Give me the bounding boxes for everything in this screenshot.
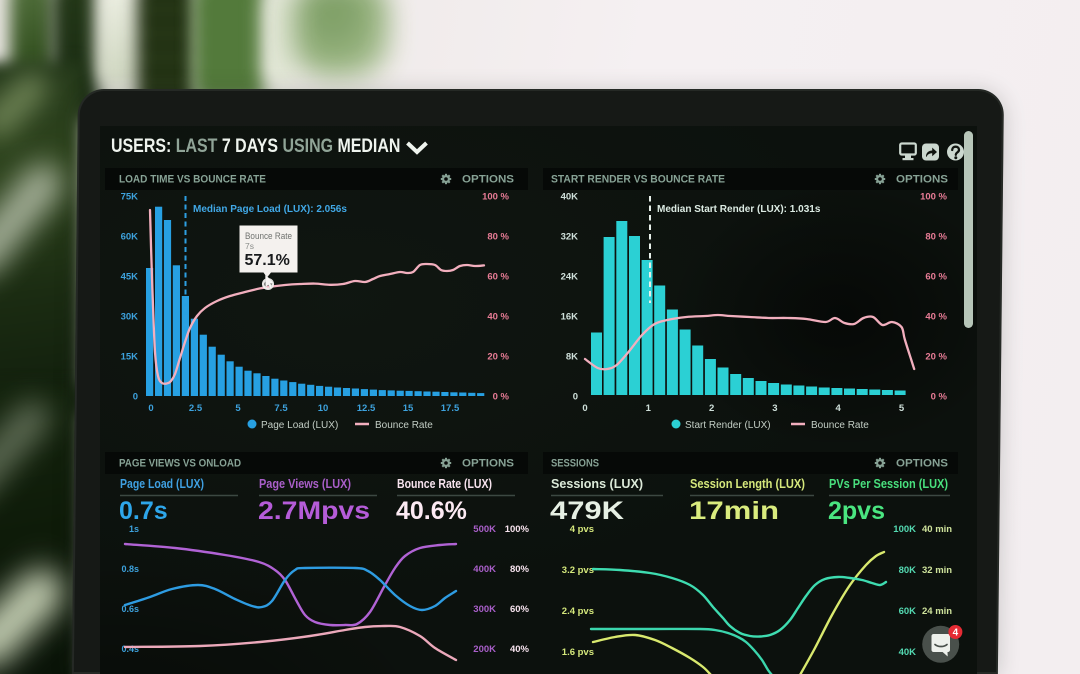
svg-text:8K: 8K bbox=[566, 352, 578, 363]
svg-text:0.8s: 0.8s bbox=[121, 564, 139, 574]
svg-text:10: 10 bbox=[318, 403, 329, 414]
svg-text:0.4s: 0.4s bbox=[121, 644, 139, 654]
svg-text:2.4 pvs: 2.4 pvs bbox=[562, 606, 594, 617]
svg-text:Median Start Render (LUX): 1.0: Median Start Render (LUX): 1.031s bbox=[657, 204, 821, 215]
svg-text:START RENDER VS BOUNCE RATE: START RENDER VS BOUNCE RATE bbox=[551, 174, 725, 186]
svg-text:Median Page Load (LUX): 2.056s: Median Page Load (LUX): 2.056s bbox=[193, 204, 347, 215]
svg-text:57.1%: 57.1% bbox=[245, 252, 290, 269]
svg-text:100 %: 100 % bbox=[482, 192, 509, 203]
svg-text:OPTIONS: OPTIONS bbox=[896, 458, 948, 470]
svg-text:0 %: 0 % bbox=[493, 392, 510, 403]
svg-text:17min: 17min bbox=[689, 497, 779, 525]
svg-text:4: 4 bbox=[953, 628, 959, 639]
svg-text:40K: 40K bbox=[561, 192, 579, 203]
svg-text:4 pvs: 4 pvs bbox=[570, 524, 594, 535]
svg-text:24K: 24K bbox=[561, 272, 579, 283]
svg-text:0.6s: 0.6s bbox=[121, 604, 139, 614]
svg-text:5: 5 bbox=[235, 403, 241, 414]
svg-text:0 %: 0 % bbox=[931, 392, 948, 403]
svg-text:60 %: 60 % bbox=[487, 272, 509, 283]
svg-text:60%: 60% bbox=[510, 604, 530, 615]
svg-text:80K: 80K bbox=[899, 565, 917, 576]
svg-text:12.5: 12.5 bbox=[357, 403, 376, 414]
svg-text:40 %: 40 % bbox=[925, 312, 947, 323]
svg-text:60K: 60K bbox=[899, 606, 917, 617]
svg-text:Bounce Rate: Bounce Rate bbox=[245, 231, 292, 241]
svg-text:3.2 pvs: 3.2 pvs bbox=[562, 565, 594, 576]
svg-text:Bounce Rate: Bounce Rate bbox=[375, 420, 433, 431]
svg-text:15: 15 bbox=[403, 403, 414, 414]
svg-text:OPTIONS: OPTIONS bbox=[462, 458, 514, 470]
svg-text:4: 4 bbox=[836, 403, 842, 414]
svg-text:Bounce Rate: Bounce Rate bbox=[811, 420, 869, 431]
svg-text:100%: 100% bbox=[505, 524, 530, 535]
svg-text:0: 0 bbox=[148, 403, 153, 414]
svg-text:Page Views (LUX): Page Views (LUX) bbox=[259, 476, 351, 491]
svg-text:1s: 1s bbox=[129, 524, 139, 534]
svg-text:SESSIONS: SESSIONS bbox=[551, 458, 599, 470]
svg-text:60 %: 60 % bbox=[925, 272, 947, 283]
svg-text:40 min: 40 min bbox=[922, 524, 952, 535]
svg-text:80%: 80% bbox=[510, 564, 530, 575]
svg-text:45K: 45K bbox=[121, 272, 139, 283]
svg-text:32K: 32K bbox=[561, 232, 579, 243]
svg-text:0: 0 bbox=[582, 403, 587, 414]
svg-text:500K: 500K bbox=[473, 524, 496, 535]
svg-text:300K: 300K bbox=[473, 604, 496, 615]
svg-text:479K: 479K bbox=[550, 497, 624, 525]
svg-text:Page Load (LUX): Page Load (LUX) bbox=[120, 476, 204, 491]
svg-text:16K: 16K bbox=[561, 312, 579, 323]
svg-text:24 min: 24 min bbox=[922, 606, 952, 617]
svg-text:80 %: 80 % bbox=[487, 232, 509, 243]
svg-text:LOAD TIME VS BOUNCE RATE: LOAD TIME VS BOUNCE RATE bbox=[119, 174, 266, 186]
svg-text:20 %: 20 % bbox=[925, 352, 947, 363]
svg-text:20 %: 20 % bbox=[487, 352, 509, 363]
svg-text:PVs Per Session (LUX): PVs Per Session (LUX) bbox=[829, 476, 948, 491]
svg-text:75K: 75K bbox=[121, 192, 139, 203]
svg-text:7s: 7s bbox=[245, 241, 254, 251]
svg-text:Start Render (LUX): Start Render (LUX) bbox=[685, 420, 771, 431]
svg-text:40.6%: 40.6% bbox=[396, 497, 467, 525]
svg-text:60K: 60K bbox=[121, 232, 139, 243]
svg-text:40 %: 40 % bbox=[487, 312, 509, 323]
svg-text:3: 3 bbox=[772, 403, 777, 414]
svg-text:80 %: 80 % bbox=[925, 232, 947, 243]
svg-text:0: 0 bbox=[133, 392, 138, 403]
svg-text:200K: 200K bbox=[473, 644, 496, 655]
svg-text:Page Load (LUX): Page Load (LUX) bbox=[261, 420, 338, 431]
svg-text:0: 0 bbox=[573, 392, 578, 403]
svg-text:Bounce Rate (LUX): Bounce Rate (LUX) bbox=[397, 476, 492, 491]
svg-text:32 min: 32 min bbox=[922, 565, 952, 576]
svg-text:PAGE VIEWS VS ONLOAD: PAGE VIEWS VS ONLOAD bbox=[119, 458, 241, 470]
svg-text:40%: 40% bbox=[510, 644, 530, 655]
svg-text:2: 2 bbox=[709, 403, 714, 414]
svg-text:Sessions (LUX): Sessions (LUX) bbox=[551, 476, 643, 491]
svg-text:17.5: 17.5 bbox=[441, 403, 460, 414]
svg-text:30K: 30K bbox=[121, 312, 139, 323]
svg-text:100 %: 100 % bbox=[920, 192, 947, 203]
svg-text:2.7Mpvs: 2.7Mpvs bbox=[258, 497, 370, 525]
svg-text:2.5: 2.5 bbox=[189, 403, 203, 414]
svg-text:100K: 100K bbox=[893, 524, 916, 535]
svg-text:2pvs: 2pvs bbox=[828, 497, 885, 525]
svg-text:1.6 pvs: 1.6 pvs bbox=[562, 647, 594, 658]
svg-text:Session Length (LUX): Session Length (LUX) bbox=[690, 476, 805, 491]
svg-text:0.7s: 0.7s bbox=[119, 497, 168, 525]
svg-text:OPTIONS: OPTIONS bbox=[896, 174, 948, 186]
svg-text:5: 5 bbox=[899, 403, 905, 414]
svg-text:OPTIONS: OPTIONS bbox=[462, 174, 514, 186]
svg-text:15K: 15K bbox=[121, 352, 139, 363]
svg-text:40K: 40K bbox=[899, 647, 917, 658]
svg-text:7.5: 7.5 bbox=[274, 403, 288, 414]
svg-text:400K: 400K bbox=[473, 564, 496, 575]
svg-text:1: 1 bbox=[646, 403, 652, 414]
